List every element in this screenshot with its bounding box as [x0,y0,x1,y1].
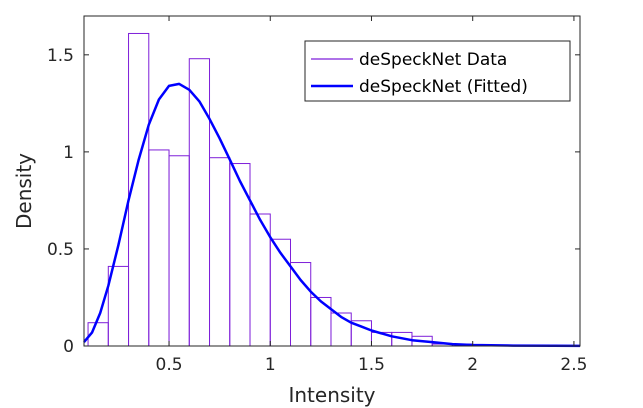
x-tick-label: 2 [467,355,478,375]
y-tick-label: 1 [63,143,74,163]
legend-label-fitted: deSpeckNet (Fitted) [359,77,528,97]
x-tick-label: 1.5 [358,355,385,375]
y-tick-label: 0 [63,337,74,357]
y-tick-label: 1.5 [47,46,74,66]
legend-box [304,40,571,102]
x-axis-label: Intensity [288,383,375,407]
y-axis-ticks: 0 0.5 1 1.5 [47,46,580,357]
fitted-curve-line [83,82,581,348]
x-tick-label: 0.5 [156,355,183,375]
fitted-curve-group [83,82,581,348]
x-tick-label: 2.5 [560,355,587,375]
y-tick-label: 0.5 [47,240,74,260]
legend: deSpeckNet Data deSpeckNet (Fitted) [304,40,571,102]
x-tick-label: 1 [265,355,276,375]
plot-frame [83,15,581,347]
x-axis-ticks: 0.5 1 1.5 2 2.5 [156,16,587,375]
legend-label-data: deSpeckNet Data [359,50,507,70]
y-axis-label: Density [12,153,36,229]
